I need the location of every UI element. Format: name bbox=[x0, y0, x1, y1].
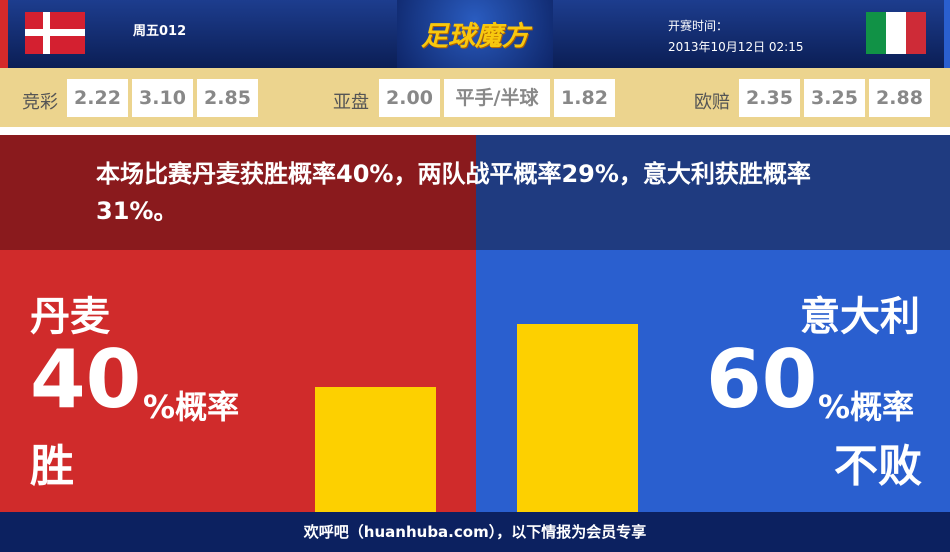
footer-notice: 欢呼吧（huanhuba.com），以下情报为会员专享 bbox=[0, 512, 950, 552]
oupei-label: 欧赔 bbox=[694, 92, 730, 113]
home-percent-suffix: %概率 bbox=[143, 388, 240, 426]
away-strip bbox=[944, 0, 950, 68]
home-strip bbox=[0, 0, 8, 68]
oupei-odd: 3.25 bbox=[804, 79, 865, 117]
match-number: 周五012 bbox=[133, 24, 187, 39]
jingcai-odd: 2.22 bbox=[67, 79, 128, 117]
away-percent-suffix: %概率 bbox=[818, 388, 915, 426]
away-team-name: 意大利 bbox=[800, 294, 920, 340]
summary-text: 本场比赛丹麦获胜概率40%，两队战平概率29%，意大利获胜概率31%。 bbox=[96, 160, 811, 225]
home-team-name: 丹麦 bbox=[30, 294, 110, 340]
logo: 足球魔方 bbox=[421, 21, 529, 52]
away-outcome: 不败 bbox=[834, 441, 922, 492]
kickoff-time: 2013年10月12日 02:15 bbox=[668, 40, 804, 54]
jingcai-odd: 3.10 bbox=[132, 79, 193, 117]
home-outcome: 胜 bbox=[30, 441, 74, 492]
jingcai-odd: 2.85 bbox=[197, 79, 258, 117]
jingcai-label: 竞彩 bbox=[22, 92, 58, 113]
yapan-handicap: 平手/半球 bbox=[444, 79, 550, 117]
yapan-label: 亚盘 bbox=[333, 92, 369, 113]
denmark-flag-icon bbox=[25, 12, 85, 54]
home-probability-bar bbox=[315, 386, 436, 512]
summary-banner-away bbox=[476, 135, 950, 250]
oupei-odd: 2.35 bbox=[739, 79, 800, 117]
italy-flag-icon bbox=[866, 12, 926, 54]
kickoff-label: 开赛时间： bbox=[668, 19, 729, 33]
home-percent: 40 bbox=[30, 333, 142, 426]
away-probability-bar bbox=[517, 324, 638, 512]
oupei-odd: 2.88 bbox=[869, 79, 930, 117]
yapan-odd: 1.82 bbox=[554, 79, 615, 117]
logo-background bbox=[397, 0, 553, 68]
summary-banner-home bbox=[0, 135, 476, 250]
away-percent: 60 bbox=[706, 333, 818, 426]
yapan-odd: 2.00 bbox=[379, 79, 440, 117]
